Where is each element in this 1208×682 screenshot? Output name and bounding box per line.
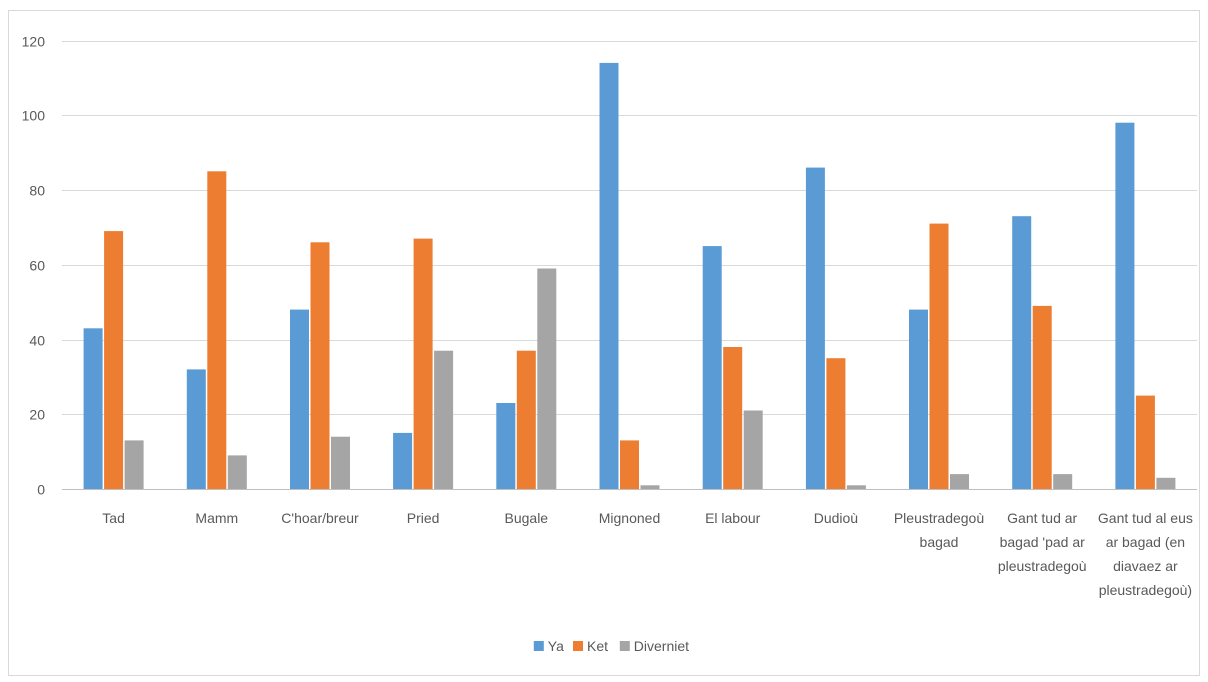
legend-label: Ya	[548, 638, 564, 654]
bar	[413, 238, 433, 489]
bar	[331, 436, 350, 489]
legend-label: Diverniet	[634, 638, 689, 654]
x-tick-label: C'hoar/breur	[281, 510, 359, 526]
bar	[83, 328, 103, 489]
bar	[1135, 395, 1155, 489]
y-tick-label: 80	[29, 183, 45, 199]
bar	[290, 309, 309, 489]
x-tick-label: Dudioù	[814, 510, 858, 526]
bar	[702, 246, 722, 489]
x-tick-label: Gant tud ar bagad 'pad ar pleustradegoù	[998, 510, 1087, 574]
bar	[640, 485, 660, 489]
x-tick-label: Mignoned	[599, 510, 661, 526]
bar	[743, 410, 763, 489]
bar	[909, 309, 928, 489]
y-tick-label: 40	[29, 333, 45, 349]
bar	[620, 440, 639, 489]
x-tick-label: Bugale	[505, 510, 549, 526]
x-tick-label: El labour	[705, 510, 761, 526]
bar	[805, 167, 825, 489]
bar	[124, 440, 144, 489]
y-tick-label: 60	[29, 258, 45, 274]
x-tick-label: Pried	[407, 510, 440, 526]
x-tick-label: Pleustradegoù bagad	[894, 510, 984, 550]
bar	[434, 350, 454, 489]
bar	[1053, 474, 1073, 489]
x-tick-label: Gant tud al eus ar bagad (en diavaez ar ple…	[1098, 510, 1193, 598]
bar	[186, 369, 206, 489]
bar	[826, 358, 846, 489]
bar	[1115, 122, 1135, 489]
legend-swatch	[619, 641, 630, 651]
bar	[104, 231, 124, 489]
bar	[846, 485, 866, 489]
bar	[929, 223, 949, 489]
bar	[1032, 305, 1052, 489]
y-tick-label: 100	[22, 108, 46, 124]
bar	[310, 242, 330, 489]
bar	[950, 474, 969, 489]
x-tick-label: Tad	[102, 510, 125, 526]
bar	[227, 455, 247, 489]
legend-swatch	[573, 641, 583, 651]
x-tick-label: Mamm	[195, 510, 238, 526]
bar	[537, 268, 557, 489]
bar	[1012, 216, 1032, 489]
bar	[516, 350, 536, 489]
bar	[207, 171, 227, 490]
legend-swatch	[533, 641, 544, 651]
bar	[599, 62, 619, 490]
bar	[496, 403, 516, 489]
bar	[393, 432, 413, 489]
y-tick-label: 0	[37, 482, 45, 498]
bar	[1156, 477, 1176, 489]
y-tick-label: 120	[22, 34, 46, 50]
legend-label: Ket	[587, 638, 608, 654]
y-tick-label: 20	[29, 407, 45, 423]
bar	[723, 347, 743, 489]
